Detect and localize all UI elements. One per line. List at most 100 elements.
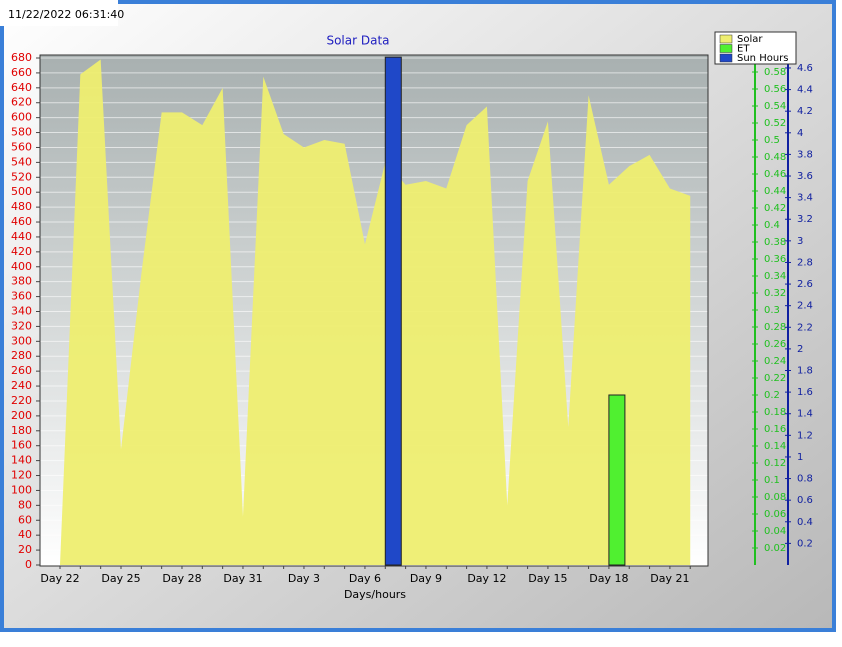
x-tick-label: Day 25 <box>101 572 140 585</box>
sun-axis-tick-label: 4.4 <box>797 85 813 96</box>
y-tick-label: 260 <box>11 364 32 377</box>
y-tick-label: 500 <box>11 185 32 198</box>
sun-axis-tick-label: 3.8 <box>797 149 813 160</box>
et-axis-tick-label: 0.24 <box>764 356 786 367</box>
et-axis-tick-label: 0.56 <box>764 84 786 95</box>
et-axis-tick-label: 0.08 <box>764 492 786 503</box>
timestamp: 11/22/2022 06:31:40 <box>8 8 124 21</box>
sun-axis-tick-label: 3.2 <box>797 214 813 225</box>
et-axis-tick-label: 0.28 <box>764 322 786 333</box>
y-tick-label: 580 <box>11 126 32 139</box>
et-axis-tick-label: 0.26 <box>764 339 786 350</box>
et-axis-tick-label: 0.46 <box>764 169 786 180</box>
x-axis-label: Days/hours <box>344 588 406 601</box>
legend-label: Solar <box>737 34 763 45</box>
et-axis-tick-label: 0.22 <box>764 373 786 384</box>
sun-axis-tick-label: 0.6 <box>797 495 813 506</box>
sun-axis-tick-label: 4.2 <box>797 106 813 117</box>
y-tick-label: 100 <box>11 483 32 496</box>
x-tick-label: Day 22 <box>40 572 79 585</box>
sun-axis-tick-label: 1.8 <box>797 366 813 377</box>
et-axis-tick-label: 0.34 <box>764 271 786 282</box>
et-axis-tick-label: 0.14 <box>764 441 786 452</box>
et-axis-tick-label: 0.52 <box>764 118 786 129</box>
x-tick-label: Day 21 <box>650 572 689 585</box>
sun-axis-tick-label: 3.4 <box>797 193 813 204</box>
sun-axis-tick-label: 2 <box>797 344 803 355</box>
y-tick-label: 180 <box>11 424 32 437</box>
sun-axis-tick-label: 4.6 <box>797 63 813 74</box>
sun-axis-tick-label: 2.8 <box>797 257 813 268</box>
sun-axis-tick-label: 2.4 <box>797 301 813 312</box>
y-tick-label: 240 <box>11 379 32 392</box>
y-tick-label: 120 <box>11 469 32 482</box>
bar <box>608 394 626 566</box>
y-tick-label: 280 <box>11 349 32 362</box>
y-tick-label: 320 <box>11 319 32 332</box>
legend-swatch <box>719 53 733 63</box>
sun-axis-tick-label: 3 <box>797 236 803 247</box>
y-tick-label: 140 <box>11 454 32 467</box>
y-tick-label: 480 <box>11 200 32 213</box>
et-axis-tick-label: 0.4 <box>764 220 780 231</box>
et-axis-tick-label: 0.36 <box>764 254 786 265</box>
sun-axis-tick-label: 2.6 <box>797 279 813 290</box>
legend-label: Sun Hours <box>737 53 789 64</box>
y-tick-label: 540 <box>11 155 32 168</box>
x-tick-label: Day 31 <box>223 572 262 585</box>
y-tick-label: 0 <box>25 558 32 571</box>
sun-axis-tick-label: 0.4 <box>797 517 813 528</box>
et-axis-tick-label: 0.44 <box>764 186 786 197</box>
et-axis-tick-label: 0.06 <box>764 509 786 520</box>
y-tick-label: 380 <box>11 275 32 288</box>
chart-title: Solar Data <box>326 34 389 48</box>
y-tick-label: 640 <box>11 81 32 94</box>
sun-axis-tick-label: 1 <box>797 452 803 463</box>
sun-axis-tick-label: 1.4 <box>797 409 813 420</box>
legend-swatch <box>719 44 733 53</box>
legend-swatch <box>719 34 733 44</box>
et-axis-tick-label: 0.54 <box>764 101 786 112</box>
sun-axis-tick-label: 2.2 <box>797 322 813 333</box>
x-tick-label: Day 12 <box>467 572 506 585</box>
y-tick-label: 600 <box>11 111 32 124</box>
sun-axis-tick-label: 1.6 <box>797 387 813 398</box>
et-axis-tick-label: 0.02 <box>764 543 786 554</box>
y-tick-label: 160 <box>11 439 32 452</box>
y-tick-label: 440 <box>11 230 32 243</box>
et-axis-tick-label: 0.12 <box>764 458 786 469</box>
y-tick-label: 200 <box>11 409 32 422</box>
y-tick-label: 680 <box>11 51 32 64</box>
y-tick-label: 40 <box>18 528 32 541</box>
sun-axis-tick-label: 1.2 <box>797 430 813 441</box>
et-axis-tick-label: 0.04 <box>764 526 786 537</box>
et-axis-tick-label: 0.48 <box>764 152 786 163</box>
y-tick-label: 340 <box>11 305 32 318</box>
sun-axis-tick-label: 0.8 <box>797 474 813 485</box>
solar-area <box>60 59 691 565</box>
timestamp-box <box>0 0 118 26</box>
x-tick-label: Day 9 <box>410 572 442 585</box>
y-tick-label: 620 <box>11 96 32 109</box>
x-tick-label: Day 18 <box>589 572 628 585</box>
et-axis-tick-label: 0.32 <box>764 288 786 299</box>
x-tick-label: Day 6 <box>349 572 381 585</box>
y-tick-label: 400 <box>11 260 32 273</box>
x-tick-label: Day 15 <box>528 572 567 585</box>
y-tick-label: 560 <box>11 140 32 153</box>
y-tick-label: 460 <box>11 215 32 228</box>
y-tick-label: 420 <box>11 245 32 258</box>
et-axis-tick-label: 0.42 <box>764 203 786 214</box>
bar <box>384 56 402 566</box>
et-axis-tick-label: 0.2 <box>764 390 780 401</box>
et-axis-tick-label: 0.5 <box>764 135 780 146</box>
plot-frame <box>39 54 709 567</box>
legend-label: ET <box>737 44 750 55</box>
y-tick-label: 300 <box>11 334 32 347</box>
et-axis-tick-label: 0.58 <box>764 67 786 78</box>
y-tick-label: 520 <box>11 170 32 183</box>
y-tick-label: 60 <box>18 513 32 526</box>
y-tick-label: 220 <box>11 394 32 407</box>
x-tick-label: Day 3 <box>288 572 320 585</box>
